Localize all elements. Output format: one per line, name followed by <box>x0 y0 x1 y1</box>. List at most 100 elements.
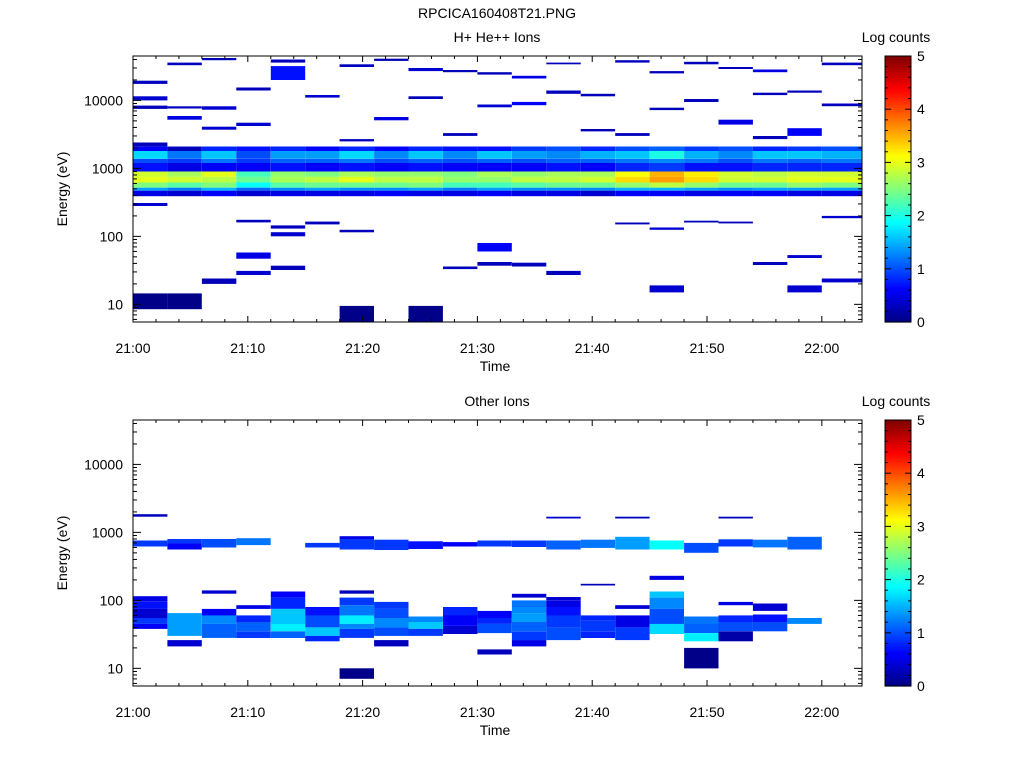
heatmap-cell <box>546 516 581 519</box>
x-tick-label: 21:40 <box>575 704 610 720</box>
colorbar-swatch <box>885 262 911 265</box>
colorbar-swatch <box>885 424 911 428</box>
colorbar-swatch <box>885 155 911 159</box>
heatmap-cell <box>718 151 753 159</box>
heatmap-cell <box>339 163 374 172</box>
colorbar-swatch <box>885 464 911 468</box>
colorbar-swatch <box>885 515 911 519</box>
colorbar-swatch <box>885 177 911 181</box>
heatmap-cell <box>133 163 168 172</box>
heatmap-cell <box>270 66 306 80</box>
heatmap-cell <box>511 622 547 632</box>
plot-frame <box>132 419 863 687</box>
heatmap-cell <box>236 615 271 622</box>
colorbar-swatch <box>885 58 911 62</box>
colorbar-swatch <box>885 319 911 323</box>
heatmap-cell <box>133 80 168 84</box>
heatmap-cell <box>133 96 168 101</box>
x-tick-label: 21:00 <box>115 340 150 356</box>
heatmap-cell <box>133 203 168 206</box>
heatmap-cell <box>546 190 581 197</box>
heatmap-cell <box>201 151 237 159</box>
heatmap-cell <box>546 600 581 607</box>
colorbar-swatch <box>885 120 911 124</box>
colorbar-swatch <box>885 572 911 576</box>
heatmap-cell <box>167 293 202 310</box>
heatmap-cell <box>236 270 271 275</box>
heatmap-cell <box>167 151 202 159</box>
colorbar-swatch <box>885 482 911 485</box>
heatmap-cell <box>649 187 684 191</box>
heatmap-cell <box>684 99 719 102</box>
colorbar-frame <box>884 55 912 323</box>
heatmap-cell <box>684 158 719 163</box>
heatmap-cell <box>477 243 512 252</box>
colorbar-swatch <box>885 466 911 470</box>
colorbar-swatch <box>885 313 911 316</box>
colorbar-tick-label: 0 <box>917 314 925 330</box>
heatmap-cell <box>374 171 409 177</box>
heatmap-cell <box>236 171 271 177</box>
heatmap-cell <box>580 158 616 163</box>
colorbar-swatch <box>885 635 911 638</box>
heatmap-cell <box>133 190 168 197</box>
colorbar-swatch <box>885 683 911 687</box>
heatmap-cell <box>477 262 512 266</box>
heatmap-cell <box>718 176 753 183</box>
colorbar-swatch <box>885 73 911 77</box>
plot-axes: 21:00 21:10 21:20 21:30 21:40 21:50 22:00 10 100… <box>84 55 863 356</box>
heatmap-cell <box>546 187 581 191</box>
heatmap-cell <box>167 146 202 152</box>
colorbar-swatch <box>885 175 911 179</box>
heatmap-cell <box>374 601 409 609</box>
heatmap-cell <box>752 151 788 159</box>
colorbar-swatch <box>885 519 911 523</box>
colorbar-swatch <box>885 546 911 550</box>
heatmap-cell <box>649 575 684 580</box>
heatmap-cell <box>787 255 822 258</box>
heatmap-cell <box>133 158 168 163</box>
heatmap-cell <box>615 615 650 628</box>
heatmap-cell <box>443 146 478 152</box>
plot-axes: 21:00 21:10 21:20 21:30 21:40 21:50 22:00 10 100… <box>84 419 863 720</box>
heatmap-cell <box>511 540 547 547</box>
heatmap-cell <box>408 151 443 159</box>
heatmap-cell <box>201 158 237 163</box>
heatmap-cell <box>201 608 237 616</box>
colorbar-swatch <box>885 566 911 570</box>
colorbar-swatch <box>885 672 911 676</box>
heatmap-cell <box>236 605 271 609</box>
colorbar-swatch <box>885 528 911 532</box>
heatmap-cell <box>821 215 862 219</box>
heatmap-cell <box>787 128 822 136</box>
heatmap-cell <box>752 92 788 96</box>
heatmap-cell <box>684 187 719 191</box>
heatmap-cell <box>546 151 581 159</box>
heatmap-cell <box>718 67 753 69</box>
heatmap-cell <box>649 71 684 74</box>
heatmap-cell <box>546 90 581 94</box>
colorbar-swatch <box>885 486 911 490</box>
heatmap-cell <box>718 146 753 152</box>
heatmap-cell <box>443 607 478 616</box>
colorbar-swatch <box>885 597 911 601</box>
colorbar-swatch <box>885 668 911 672</box>
heatmap-cell <box>339 182 374 188</box>
heatmap-cell <box>374 539 409 550</box>
colorbar-swatch <box>885 297 911 301</box>
colorbar-swatch <box>885 535 911 539</box>
x-tick-label: 21:30 <box>460 340 495 356</box>
heatmap-cell <box>511 190 547 197</box>
heatmap-cell <box>752 187 788 191</box>
colorbar-swatch <box>885 131 911 135</box>
heatmap-cell <box>201 171 237 177</box>
heatmap-cell <box>443 626 478 634</box>
heatmap-cell <box>201 615 237 624</box>
heatmap-cell <box>305 163 340 172</box>
heatmap-cell <box>133 142 168 147</box>
heatmap-cell <box>443 133 478 136</box>
heatmap-cell <box>511 187 547 191</box>
heatmap-cell <box>133 293 168 310</box>
heatmap-cell <box>443 182 478 188</box>
